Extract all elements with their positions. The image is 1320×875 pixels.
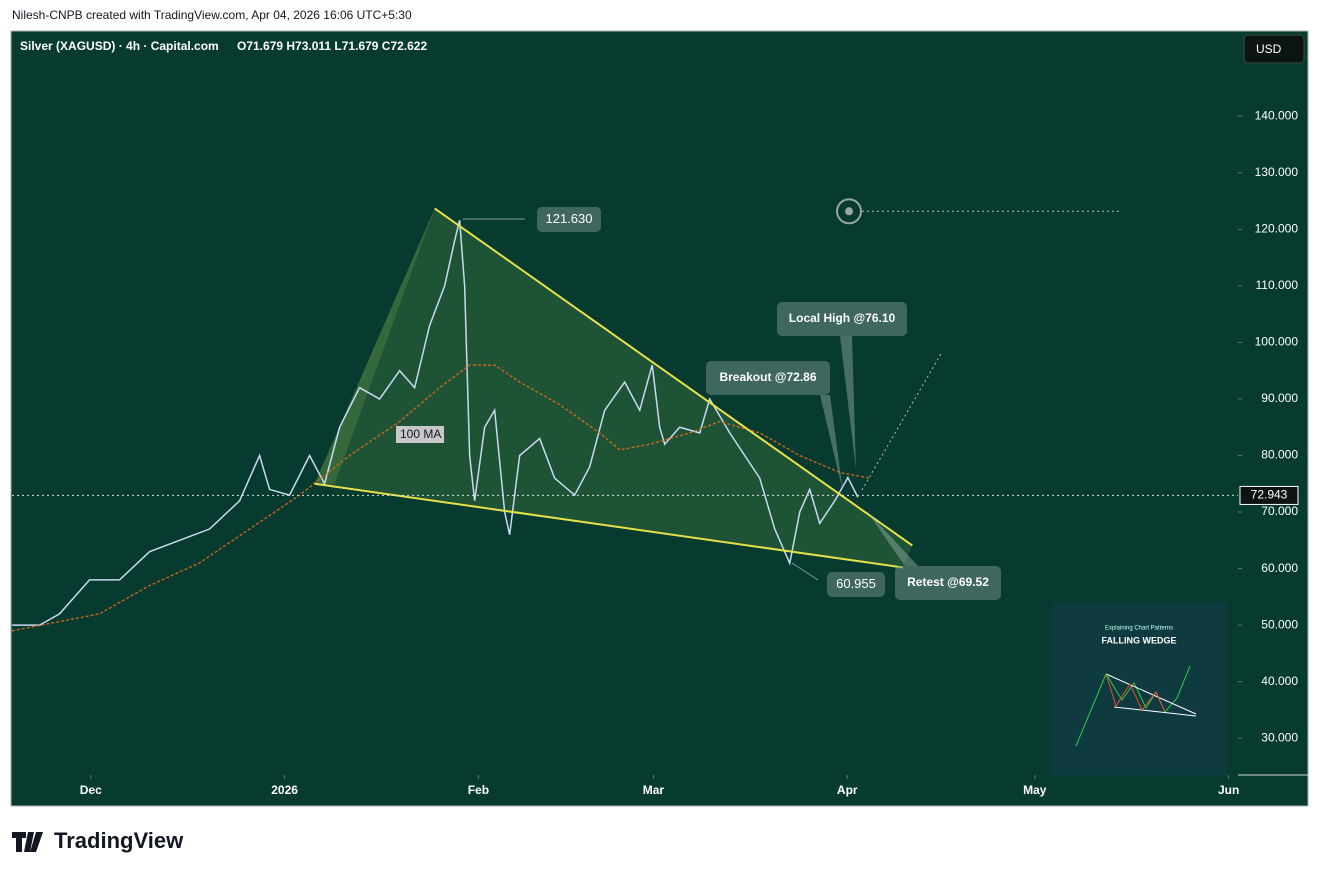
annotation-box: [895, 566, 1001, 600]
target-dot: [845, 207, 853, 216]
pole-area: [314, 208, 435, 484]
wedge-area: [314, 208, 913, 568]
y-tick-label: 130.000: [1255, 165, 1299, 179]
annotation-box: [706, 361, 830, 395]
trendline: [434, 207, 913, 547]
annotation: 60.955: [836, 576, 876, 591]
ohlc: O71.679 H73.011 L71.679 C72.622: [237, 39, 427, 53]
annotation: 121.630: [546, 211, 593, 226]
inset-subtitle: Explaining Chart Patterns: [1105, 626, 1173, 632]
price-line: [12, 219, 859, 626]
credit: Nilesh-CNPB created with TradingView.com…: [12, 8, 412, 22]
inset-title: FALLING WEDGE: [1102, 635, 1177, 645]
ma-line: [11, 364, 870, 632]
y-tick-label: 90.000: [1261, 391, 1298, 405]
currency[interactable]: USD: [1256, 42, 1282, 56]
ma-label: 100 MA: [400, 427, 441, 441]
annotation-box: [537, 207, 601, 232]
y-tick-label: 140.000: [1255, 108, 1299, 122]
trendline: [314, 482, 904, 569]
y-tick-label: 80.000: [1261, 448, 1298, 462]
x-tick-label: Feb: [468, 783, 489, 797]
projection: [861, 351, 943, 491]
y-tick-label: 120.000: [1255, 222, 1299, 236]
annotation: Local High @76.10: [789, 311, 896, 325]
annotation-pointer: [866, 510, 918, 566]
ma-label-bg: [396, 426, 444, 443]
symbol: Silver (XAGUSD) · 4h · Capital.com: [20, 39, 219, 53]
annotation-pointer: [840, 336, 856, 470]
inset-path: [1075, 665, 1191, 747]
annotation-pointer: [820, 395, 843, 492]
x-tick-label: May: [1023, 783, 1047, 797]
target-ring: [836, 198, 862, 225]
y-tick-label: 50.000: [1261, 617, 1298, 631]
annotation-leader: [791, 562, 819, 581]
brand-name: TradingView: [54, 828, 184, 853]
last-price-label: 72.943: [1251, 488, 1288, 502]
x-tick-label: 2026: [271, 783, 298, 797]
inset-lower: [1113, 706, 1197, 717]
annotation-box: [777, 302, 907, 336]
inset: Explaining Chart Patterns FALLING WEDGE: [1052, 603, 1227, 775]
brand-logo: [12, 832, 43, 852]
x-tick-label: Mar: [643, 783, 665, 797]
y-tick-label: 70.000: [1261, 504, 1298, 518]
y-tick-label: 30.000: [1261, 730, 1298, 744]
x-tick-label: Jun: [1218, 783, 1239, 797]
y-tick-label: 60.000: [1261, 561, 1298, 575]
currency-button[interactable]: [1243, 34, 1305, 64]
inset-upper: [1105, 673, 1197, 715]
y-tick-label: 40.000: [1261, 674, 1298, 688]
y-tick-label: 100.000: [1255, 335, 1299, 349]
annotation: Breakout @72.86: [719, 370, 816, 384]
x-tick-label: Dec: [80, 783, 102, 797]
annotation: Retest @69.52: [907, 575, 989, 589]
x-tick-label: Apr: [837, 783, 858, 797]
last-price-box: [1239, 485, 1299, 505]
annotation-box: [827, 572, 885, 597]
brand: TradingView: [12, 828, 184, 853]
y-tick-label: 110.000: [1256, 278, 1299, 292]
inset-zigzag: [1105, 673, 1166, 713]
